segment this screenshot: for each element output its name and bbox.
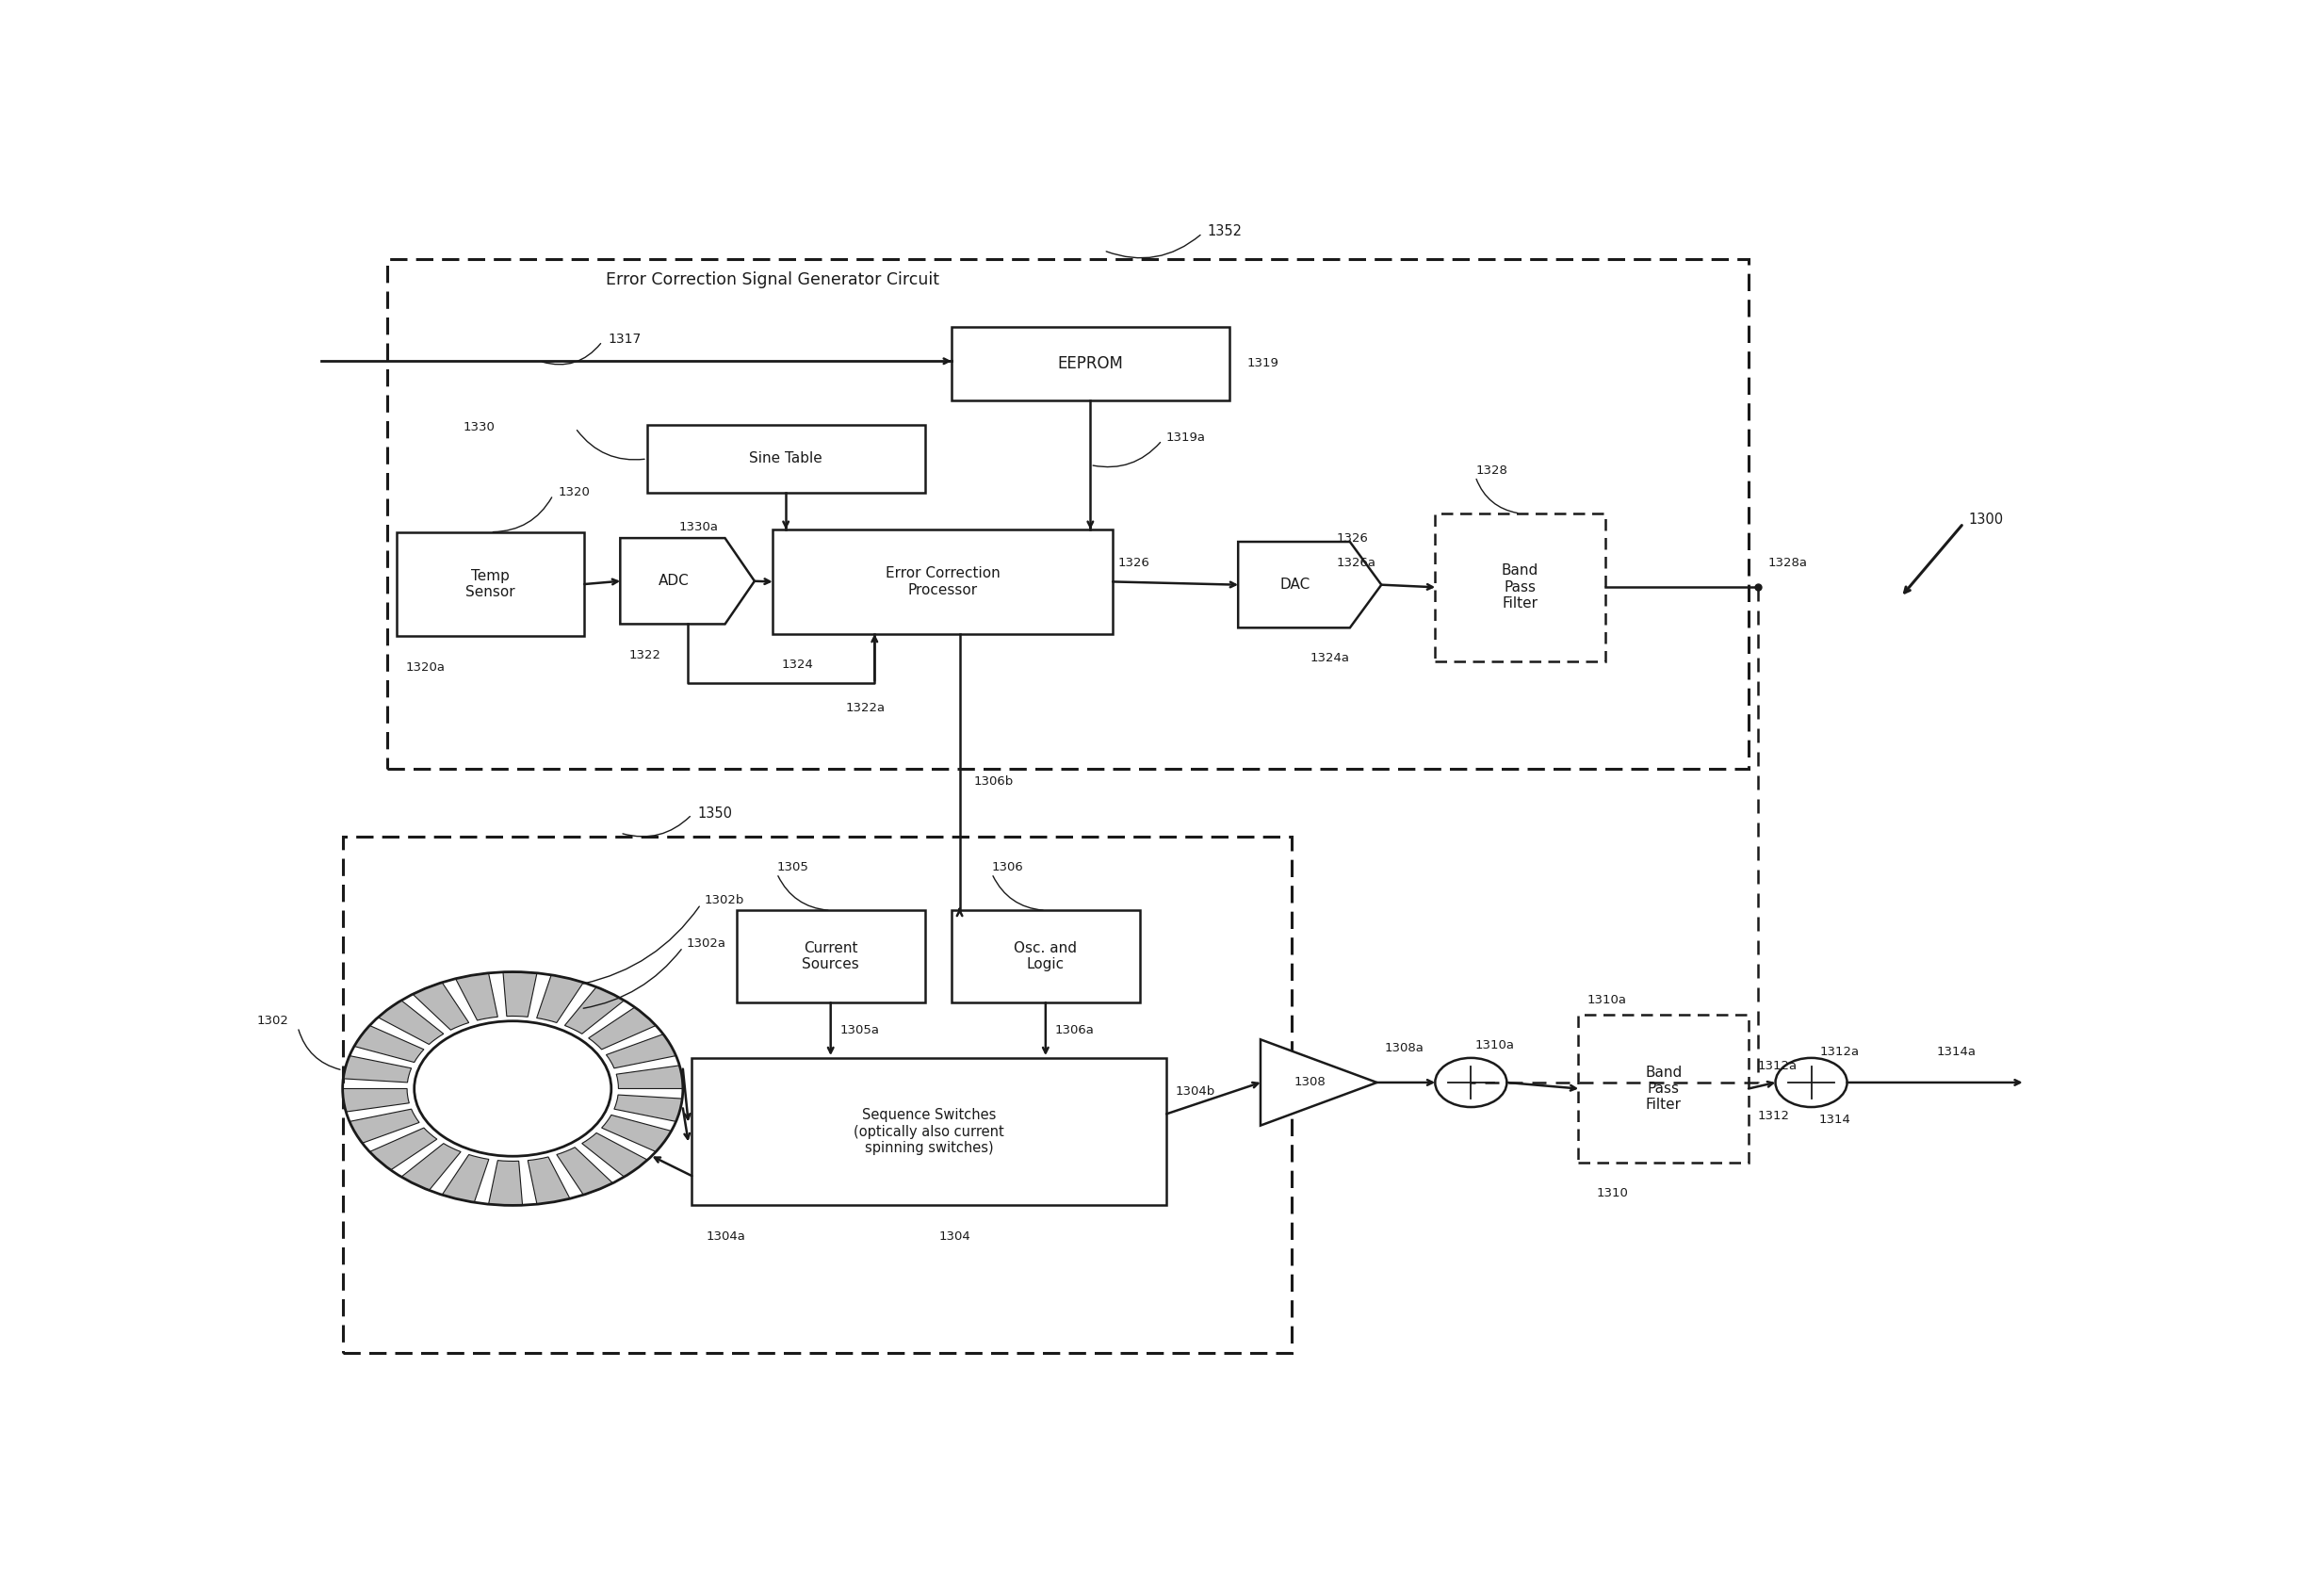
Text: 1324a: 1324a [1310, 653, 1350, 664]
Text: Current
Sources: Current Sources [802, 942, 860, 972]
Polygon shape [1259, 1039, 1377, 1125]
Text: 1310a: 1310a [1588, 994, 1627, 1005]
Wedge shape [402, 1143, 460, 1191]
Text: Sine Table: Sine Table [749, 452, 823, 466]
Text: 1302: 1302 [257, 1015, 289, 1028]
Text: 1352: 1352 [1209, 223, 1243, 238]
Wedge shape [527, 1157, 571, 1205]
Text: 1304b: 1304b [1176, 1085, 1216, 1098]
Text: 1308: 1308 [1294, 1076, 1327, 1088]
Text: Error Correction Signal Generator Circuit: Error Correction Signal Generator Circui… [605, 271, 938, 289]
Text: 1302b: 1302b [705, 894, 744, 907]
Text: ADC: ADC [659, 575, 689, 589]
Wedge shape [455, 974, 497, 1020]
Text: 1306a: 1306a [1054, 1025, 1093, 1036]
Text: 1317: 1317 [608, 332, 640, 346]
Text: 1320a: 1320a [404, 661, 444, 674]
Wedge shape [504, 972, 536, 1017]
Text: 1314: 1314 [1819, 1114, 1851, 1125]
Wedge shape [617, 1066, 684, 1088]
Wedge shape [342, 1088, 409, 1112]
Text: Sequence Switches
(optically also current
spinning switches): Sequence Switches (optically also curren… [855, 1108, 1005, 1156]
Circle shape [1435, 1058, 1507, 1108]
Wedge shape [589, 1007, 656, 1050]
Text: 1312a: 1312a [1821, 1045, 1860, 1058]
Text: 1304a: 1304a [707, 1231, 746, 1242]
Text: 1328: 1328 [1474, 464, 1507, 477]
Text: 1330: 1330 [462, 421, 495, 433]
Text: 1312a: 1312a [1759, 1060, 1798, 1073]
Text: Temp
Sensor: Temp Sensor [465, 568, 515, 600]
Bar [388, 259, 1749, 769]
Wedge shape [557, 1148, 612, 1195]
Wedge shape [344, 1055, 411, 1082]
Text: 1322a: 1322a [846, 702, 885, 713]
Bar [397, 531, 585, 637]
Text: 1322: 1322 [629, 648, 661, 661]
Bar [1578, 1015, 1749, 1162]
Text: 1305a: 1305a [839, 1025, 878, 1036]
Bar [952, 910, 1139, 1002]
Wedge shape [605, 1034, 677, 1068]
Text: 1324: 1324 [781, 659, 813, 670]
Text: 1320: 1320 [559, 487, 589, 498]
Wedge shape [536, 975, 582, 1023]
Text: 1328a: 1328a [1768, 557, 1807, 568]
Bar [1435, 514, 1606, 661]
Wedge shape [441, 1154, 490, 1202]
Text: 1326: 1326 [1119, 557, 1151, 570]
Text: 1326: 1326 [1336, 531, 1368, 544]
Text: 1306: 1306 [991, 862, 1024, 873]
Polygon shape [619, 538, 753, 624]
Text: 1350: 1350 [698, 806, 733, 820]
Wedge shape [564, 986, 624, 1034]
Text: 1330a: 1330a [679, 520, 719, 533]
Text: Osc. and
Logic: Osc. and Logic [1015, 942, 1077, 972]
Bar [737, 910, 924, 1002]
Text: 1308a: 1308a [1384, 1042, 1424, 1055]
Text: 1302a: 1302a [686, 937, 726, 950]
Wedge shape [615, 1095, 682, 1122]
Circle shape [414, 1021, 610, 1156]
Bar [952, 327, 1229, 401]
Wedge shape [414, 983, 469, 1029]
Wedge shape [488, 1160, 522, 1205]
Wedge shape [379, 1001, 444, 1044]
Polygon shape [1239, 541, 1382, 627]
Text: Error Correction
Processor: Error Correction Processor [885, 567, 1001, 597]
Text: 1312: 1312 [1759, 1109, 1789, 1122]
Bar [647, 425, 924, 493]
Text: 1300: 1300 [1969, 512, 2004, 527]
Text: 1304: 1304 [938, 1231, 971, 1242]
Text: 1305: 1305 [776, 862, 809, 873]
Bar [772, 530, 1114, 634]
Wedge shape [370, 1128, 437, 1170]
Text: Band
Pass
Filter: Band Pass Filter [1645, 1065, 1682, 1112]
Text: 1306b: 1306b [973, 776, 1015, 787]
Text: 1319a: 1319a [1165, 433, 1204, 444]
Wedge shape [349, 1109, 418, 1143]
Text: 1326a: 1326a [1336, 557, 1375, 568]
Wedge shape [601, 1116, 670, 1152]
Circle shape [1775, 1058, 1846, 1108]
Text: 1310a: 1310a [1474, 1039, 1514, 1052]
Text: Band
Pass
Filter: Band Pass Filter [1502, 563, 1539, 611]
Wedge shape [354, 1026, 423, 1063]
Text: 1319: 1319 [1248, 358, 1278, 370]
Text: DAC: DAC [1280, 578, 1310, 592]
Text: EEPROM: EEPROM [1058, 354, 1123, 372]
Text: 1310: 1310 [1597, 1187, 1629, 1199]
Wedge shape [582, 1133, 647, 1176]
Text: 1314a: 1314a [1937, 1045, 1976, 1058]
Bar [691, 1058, 1167, 1205]
Bar [342, 836, 1292, 1353]
